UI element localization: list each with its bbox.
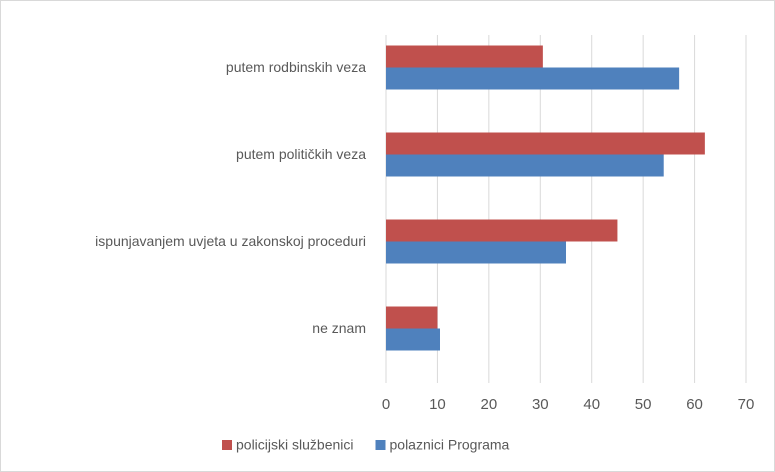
bar [386, 132, 705, 155]
y-tick-label: putem rodbinskih veza [226, 59, 366, 75]
bar [386, 306, 438, 329]
x-tick-label: 40 [583, 396, 600, 413]
x-tick-label: 20 [481, 396, 498, 413]
x-tick-label: 10 [429, 396, 446, 413]
bar [386, 328, 440, 351]
y-tick-label: putem političkih veza [236, 146, 366, 162]
x-tick-label: 0 [382, 396, 390, 413]
x-tick-label: 30 [532, 396, 549, 413]
y-tick-label: ne znam [312, 320, 366, 336]
bar [386, 219, 618, 242]
bar [386, 241, 566, 264]
x-tick-label: 70 [738, 396, 755, 413]
legend-label: polaznici Programa [390, 437, 510, 453]
bar [386, 67, 680, 90]
x-tick-label: 50 [635, 396, 652, 413]
x-tick-label: 60 [686, 396, 703, 413]
bar [386, 45, 543, 68]
y-tick-label: ispunjavanjem uvjeta u zakonskoj procedu… [95, 233, 366, 249]
legend-label: policijski službenici [236, 437, 354, 453]
bar [386, 154, 664, 177]
legend-swatch [375, 440, 386, 450]
legend-swatch [222, 440, 232, 450]
